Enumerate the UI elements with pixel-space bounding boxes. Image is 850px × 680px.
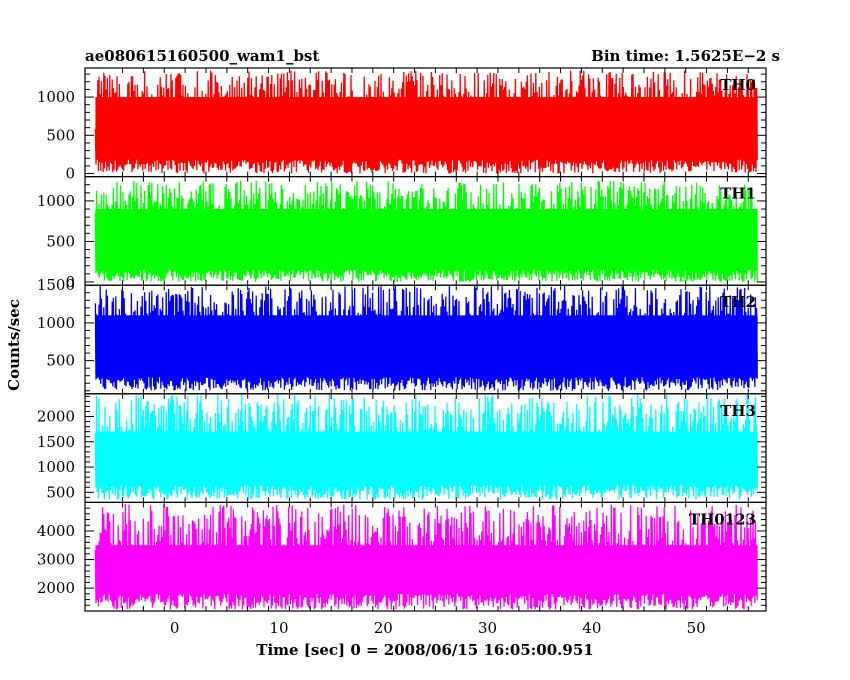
- y-tick-label: 4000: [37, 522, 75, 540]
- panel-label-th0: TH0: [720, 76, 756, 94]
- y-tick-label: 500: [46, 483, 75, 501]
- panel-th0123: 2000 3000 4000 TH0123 0 10 20 30 40 50: [37, 501, 767, 637]
- panel-th2: 500 1000 1500 TH2: [37, 276, 767, 395]
- x-tick-label: 30: [478, 619, 497, 637]
- panel-frame: [84, 501, 767, 612]
- y-tick-label: 3000: [37, 551, 75, 569]
- series-core-th1: [95, 209, 758, 266]
- series-core-th0123: [95, 545, 758, 591]
- x-tick-label: 40: [582, 619, 601, 637]
- series-core-th3: [95, 431, 758, 483]
- y-tick-label: 1500: [37, 276, 75, 294]
- panel-label-th1: TH1: [720, 185, 756, 203]
- panel-label-th2: TH2: [720, 293, 756, 311]
- x-tick-label: 50: [687, 619, 706, 637]
- bin-time-label: Bin time: 1.5625E−2 s: [591, 47, 780, 65]
- y-tick-label: 1000: [37, 458, 75, 476]
- y-tick-label: 1000: [37, 88, 75, 106]
- x-tick-label: 20: [374, 619, 393, 637]
- panel-label-th3: TH3: [720, 402, 756, 420]
- y-tick-label: 2000: [37, 408, 75, 426]
- y-axis-label: Counts/sec: [5, 299, 23, 391]
- x-axis-label: Time [sec] 0 = 2008/06/15 16:05:00.951: [256, 641, 593, 659]
- panel-th3: 500 1000 1500 2000 TH3: [37, 393, 767, 503]
- y-tick-label: 0: [65, 165, 75, 183]
- y-tick-label: 500: [46, 352, 75, 370]
- x-tick-label: 0: [170, 619, 180, 637]
- y-tick-label: 1000: [37, 314, 75, 332]
- series-core-th2: [95, 315, 758, 372]
- series-core-th0: [95, 97, 758, 155]
- plot-title-left: ae080615160500_wam1_bst: [85, 47, 319, 65]
- y-tick-label: 2000: [37, 579, 75, 597]
- panel-label-th0123: TH0123: [689, 510, 756, 528]
- panel-th1: 0 500 1000 TH1: [37, 176, 767, 291]
- y-tick-label: 1500: [37, 433, 75, 451]
- x-tick-label: 10: [269, 619, 288, 637]
- y-tick-label: 0: [65, 273, 75, 291]
- y-tick-label: 500: [46, 126, 75, 144]
- y-tick-label: 1000: [37, 192, 75, 210]
- panel-th0: 0 500 1000 TH0: [37, 67, 767, 183]
- y-tick-label: 500: [46, 232, 75, 250]
